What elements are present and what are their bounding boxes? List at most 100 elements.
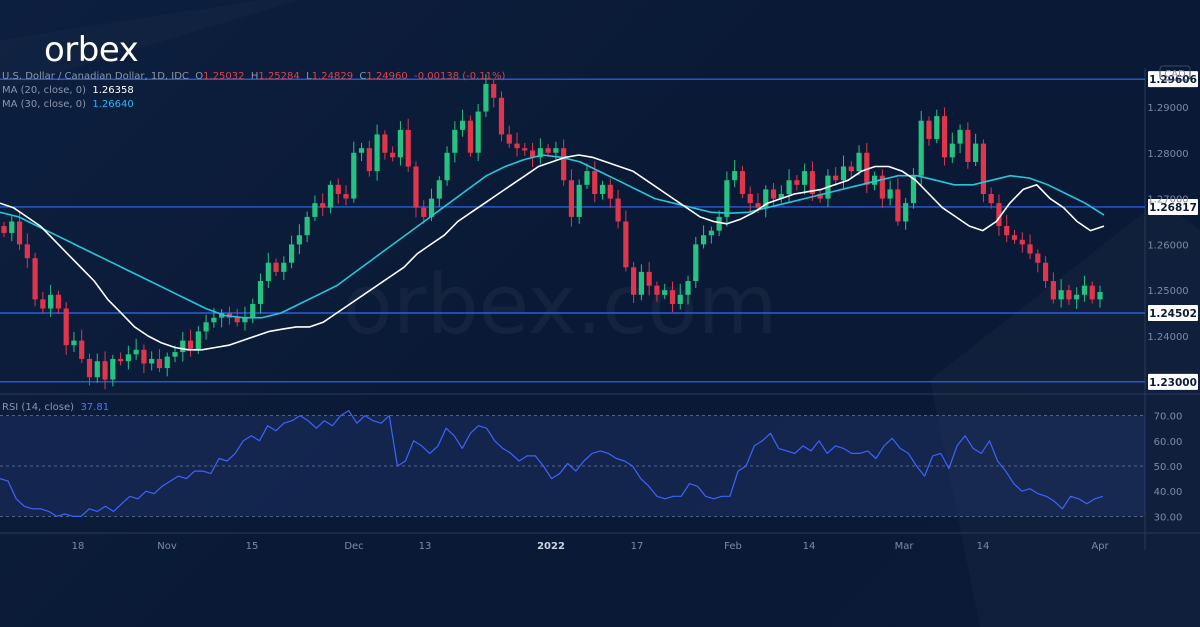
candle-body [1, 226, 7, 233]
candle-body [242, 317, 248, 323]
candle-body [156, 358, 163, 369]
ma20-label: MA (20, close, 0) [2, 85, 87, 96]
candle-body [934, 116, 940, 140]
candle-body [506, 134, 512, 144]
candle-body [871, 175, 878, 185]
candle-body [397, 129, 404, 158]
candle-body [537, 148, 543, 158]
candle-body [809, 171, 815, 194]
candle-body [498, 97, 505, 135]
rsi-tick-label: 30.00 [1154, 512, 1183, 523]
price-tick-label: 1.27000 [1147, 195, 1188, 206]
close-label: C [359, 71, 367, 82]
candle-body [529, 150, 536, 158]
candle-body [732, 171, 738, 181]
close-value: 1.24960 [366, 71, 408, 82]
rsi-tick-label: 50.00 [1154, 462, 1183, 473]
candle-body [996, 203, 1002, 227]
candle-body [234, 317, 240, 323]
candle-body [94, 361, 100, 378]
ma30-value: 1.26640 [92, 99, 134, 110]
time-tick-label: 15 [246, 541, 259, 552]
candle-body [856, 152, 862, 172]
candle-body [724, 180, 730, 217]
candle-body [428, 198, 435, 217]
candle-body [164, 356, 170, 369]
candle-body [1089, 285, 1095, 300]
candle-body [770, 189, 777, 199]
candle-body [273, 262, 279, 272]
level-label: 1.26817 [1149, 202, 1197, 214]
candle-body [1081, 285, 1088, 295]
candle-body [257, 281, 264, 304]
candle-body [926, 120, 932, 140]
symbol-name: U.S. Dollar / Canadian Dollar, 1D, IDC [2, 71, 189, 82]
candle-body [79, 340, 85, 359]
candle-body [840, 166, 847, 181]
low-value: 1.24829 [311, 71, 354, 82]
ma30-legend: MA (30, close, 0) 1.26640 [2, 99, 134, 110]
candle-body [390, 152, 396, 158]
candle-body [763, 189, 769, 208]
candle-body [949, 143, 955, 158]
candle-body [444, 152, 450, 181]
candle-body [638, 271, 644, 295]
candle-body [662, 290, 668, 295]
candle-body [40, 299, 46, 309]
candle-body [483, 84, 489, 112]
symbol-legend: U.S. Dollar / Canadian Dollar, 1D, IDC O… [2, 71, 505, 82]
price-tick-label: 1.26000 [1147, 240, 1188, 251]
ma20-line [0, 154, 1105, 351]
rsi-pane: 30.00 40.00 50.00 60.00 70.00 [0, 410, 1183, 523]
candle-body [646, 271, 652, 286]
currency-label: CAD [1164, 69, 1186, 80]
candle-body [312, 203, 318, 217]
candle-body [988, 193, 994, 204]
candle-body [24, 244, 30, 259]
candle-body [133, 349, 139, 355]
candle-body [1066, 290, 1072, 300]
candle-body [149, 358, 155, 364]
time-tick-label: 14 [977, 541, 990, 552]
candle-body [522, 148, 528, 151]
candle-body [561, 148, 567, 181]
rsi-tick-label: 40.00 [1154, 487, 1183, 498]
candle-body [1027, 244, 1033, 254]
candle-body [491, 84, 497, 98]
rsi-tick-label: 70.00 [1154, 412, 1183, 423]
candle-body [1050, 281, 1056, 300]
candle-body [599, 184, 606, 194]
candle-body [1097, 292, 1103, 300]
level-label: 1.23000 [1149, 377, 1197, 389]
candle-body [460, 120, 466, 130]
candle-body [141, 349, 147, 364]
time-axis: 18 Nov 15 Dec 13 2022 17 Feb 14 Mar 14 Apr [72, 541, 1110, 552]
candle-body [32, 258, 38, 300]
candle-body [63, 308, 69, 346]
candle-body [786, 180, 792, 194]
time-tick-label: Feb [724, 541, 742, 552]
candle-body [320, 203, 326, 208]
candle-body [366, 148, 372, 172]
candle-body [1004, 226, 1010, 236]
candle-body [110, 358, 116, 380]
candle-body [382, 134, 388, 153]
level-label: 1.24502 [1149, 308, 1197, 320]
candle-body [351, 152, 357, 199]
watermark-text: orbex.com [343, 258, 778, 353]
candle-body [895, 189, 901, 222]
candle-body [1058, 290, 1064, 300]
candle-body [86, 358, 93, 378]
rsi-line [0, 410, 1104, 518]
candle-body [794, 180, 800, 185]
candle-body [607, 184, 613, 199]
time-tick-label: Apr [1091, 541, 1109, 552]
candle-body [584, 171, 590, 185]
candle-body [421, 207, 427, 217]
candle-body [941, 116, 948, 158]
candle-body [973, 143, 979, 162]
price-tick-label: 1.25000 [1147, 286, 1188, 297]
candle-body [631, 267, 637, 295]
